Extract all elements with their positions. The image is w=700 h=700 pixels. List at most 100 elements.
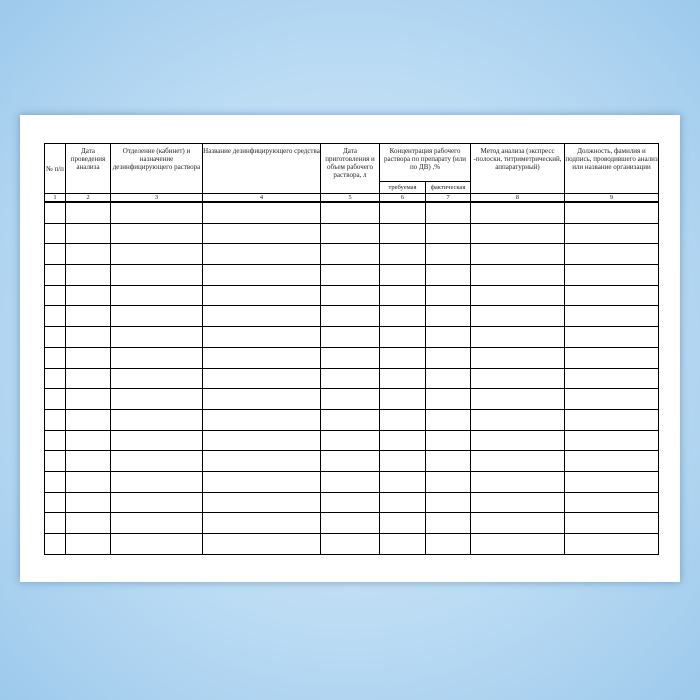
- table-cell[interactable]: [110, 408, 203, 431]
- table-cell[interactable]: [44, 470, 66, 493]
- table-cell[interactable]: [110, 326, 203, 348]
- table-cell[interactable]: [425, 450, 471, 472]
- table-cell[interactable]: [320, 284, 380, 307]
- table-cell[interactable]: [379, 388, 426, 410]
- table-cell[interactable]: [470, 429, 565, 452]
- table-cell[interactable]: [564, 326, 659, 348]
- table-cell[interactable]: [202, 533, 321, 555]
- table-cell[interactable]: [470, 264, 565, 286]
- table-cell[interactable]: [110, 284, 203, 307]
- table-cell[interactable]: [425, 243, 471, 266]
- table-cell[interactable]: [425, 429, 471, 452]
- table-cell[interactable]: [202, 346, 321, 369]
- table-cell[interactable]: [564, 284, 659, 307]
- table-cell[interactable]: [564, 533, 659, 555]
- table-cell[interactable]: [320, 450, 380, 472]
- table-cell[interactable]: [320, 264, 380, 286]
- table-cell[interactable]: [110, 243, 203, 266]
- table-cell[interactable]: [44, 491, 66, 514]
- table-cell[interactable]: [425, 326, 471, 348]
- table-cell[interactable]: [425, 408, 471, 431]
- table-cell[interactable]: [470, 243, 565, 266]
- table-cell[interactable]: [425, 470, 471, 493]
- table-cell[interactable]: [202, 326, 321, 348]
- table-cell[interactable]: [110, 470, 203, 493]
- table-cell[interactable]: [44, 512, 66, 534]
- table-cell[interactable]: [379, 284, 426, 307]
- table-cell[interactable]: [379, 408, 426, 431]
- table-cell[interactable]: [44, 346, 66, 369]
- table-cell[interactable]: [564, 388, 659, 410]
- table-cell[interactable]: [65, 450, 111, 472]
- table-cell[interactable]: [425, 201, 471, 224]
- table-cell[interactable]: [564, 470, 659, 493]
- table-cell[interactable]: [110, 305, 203, 328]
- table-cell[interactable]: [202, 367, 321, 390]
- table-cell[interactable]: [379, 222, 426, 245]
- table-cell[interactable]: [65, 470, 111, 493]
- table-cell[interactable]: [470, 491, 565, 514]
- table-cell[interactable]: [470, 305, 565, 328]
- table-cell[interactable]: [44, 305, 66, 328]
- table-cell[interactable]: [65, 305, 111, 328]
- table-cell[interactable]: [470, 470, 565, 493]
- table-cell[interactable]: [564, 346, 659, 369]
- table-cell[interactable]: [110, 264, 203, 286]
- table-cell[interactable]: [202, 408, 321, 431]
- table-cell[interactable]: [425, 388, 471, 410]
- table-cell[interactable]: [65, 367, 111, 390]
- table-cell[interactable]: [44, 222, 66, 245]
- table-cell[interactable]: [202, 284, 321, 307]
- table-cell[interactable]: [202, 201, 321, 224]
- table-cell[interactable]: [470, 284, 565, 307]
- table-cell[interactable]: [470, 346, 565, 369]
- table-cell[interactable]: [320, 326, 380, 348]
- table-cell[interactable]: [425, 512, 471, 534]
- table-cell[interactable]: [564, 367, 659, 390]
- table-cell[interactable]: [320, 243, 380, 266]
- table-cell[interactable]: [65, 429, 111, 452]
- table-cell[interactable]: [564, 201, 659, 224]
- table-cell[interactable]: [44, 264, 66, 286]
- table-cell[interactable]: [320, 470, 380, 493]
- table-cell[interactable]: [564, 512, 659, 534]
- table-cell[interactable]: [320, 491, 380, 514]
- table-cell[interactable]: [564, 243, 659, 266]
- table-cell[interactable]: [320, 201, 380, 224]
- table-cell[interactable]: [44, 450, 66, 472]
- table-cell[interactable]: [110, 429, 203, 452]
- table-cell[interactable]: [44, 284, 66, 307]
- table-cell[interactable]: [110, 222, 203, 245]
- table-cell[interactable]: [379, 512, 426, 534]
- table-cell[interactable]: [202, 491, 321, 514]
- table-cell[interactable]: [470, 201, 565, 224]
- table-cell[interactable]: [44, 533, 66, 555]
- table-cell[interactable]: [202, 388, 321, 410]
- table-cell[interactable]: [564, 222, 659, 245]
- table-cell[interactable]: [425, 533, 471, 555]
- table-cell[interactable]: [379, 470, 426, 493]
- table-cell[interactable]: [65, 326, 111, 348]
- table-cell[interactable]: [44, 201, 66, 224]
- table-cell[interactable]: [65, 491, 111, 514]
- table-cell[interactable]: [110, 450, 203, 472]
- table-cell[interactable]: [425, 491, 471, 514]
- table-cell[interactable]: [425, 346, 471, 369]
- table-cell[interactable]: [470, 533, 565, 555]
- table-cell[interactable]: [44, 408, 66, 431]
- table-cell[interactable]: [425, 264, 471, 286]
- table-cell[interactable]: [470, 222, 565, 245]
- table-cell[interactable]: [110, 512, 203, 534]
- table-cell[interactable]: [320, 533, 380, 555]
- table-cell[interactable]: [379, 450, 426, 472]
- table-cell[interactable]: [470, 326, 565, 348]
- table-cell[interactable]: [44, 367, 66, 390]
- table-cell[interactable]: [379, 305, 426, 328]
- table-cell[interactable]: [379, 429, 426, 452]
- table-cell[interactable]: [470, 388, 565, 410]
- table-cell[interactable]: [320, 388, 380, 410]
- table-cell[interactable]: [110, 388, 203, 410]
- table-cell[interactable]: [564, 491, 659, 514]
- table-cell[interactable]: [110, 201, 203, 224]
- table-cell[interactable]: [379, 243, 426, 266]
